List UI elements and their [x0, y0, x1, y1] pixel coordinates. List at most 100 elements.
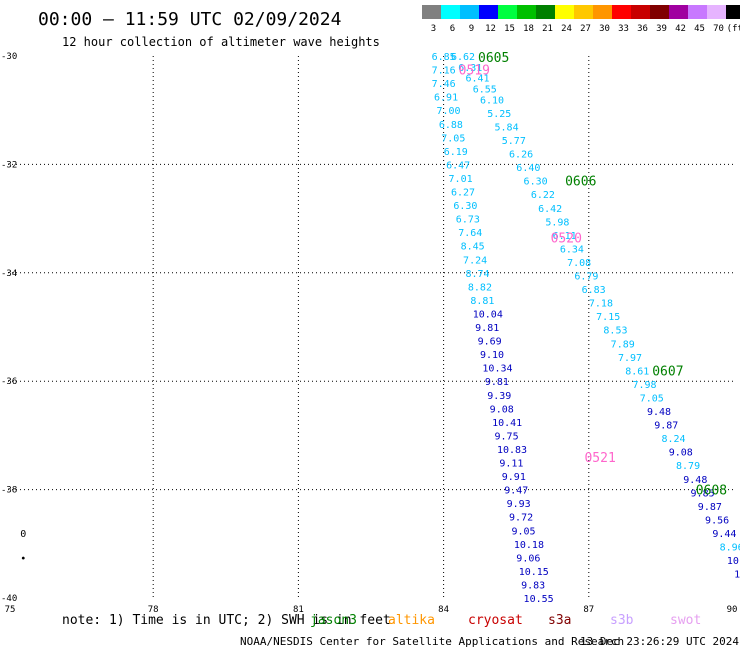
- x-tick-label: 81: [293, 605, 304, 615]
- y-tick-label: -30: [1, 52, 17, 62]
- wave-height-label: 6.91: [434, 93, 458, 104]
- wave-height-label: 6.11: [553, 231, 577, 242]
- legend-label: 33: [618, 24, 629, 34]
- legend-swatch: [441, 5, 460, 19]
- legend-swatch: [631, 5, 650, 19]
- legend-label: 3: [431, 24, 436, 34]
- pass-number-label: 0605: [478, 51, 509, 66]
- wave-height-label: 6.85: [432, 52, 456, 63]
- y-axis-ticks: -30 -32 -34 -36 -38 -40: [1, 52, 17, 604]
- legend-swatch: [593, 5, 612, 19]
- wave-height-label: 5.77: [502, 136, 526, 147]
- legend-label: 30: [599, 24, 610, 34]
- chart-subtitle: 12 hour collection of altimeter wave hei…: [62, 35, 380, 49]
- grid-lines: [8, 56, 734, 598]
- x-tick-label: 87: [583, 605, 594, 615]
- wave-height-label: 7.98: [632, 380, 656, 391]
- wave-height-label: 8.82: [468, 282, 492, 293]
- wave-height-label: 9.11: [499, 459, 523, 470]
- wave-height-label: 10.55: [524, 594, 554, 605]
- x-tick-label: 78: [148, 605, 159, 615]
- legend-swatch: [517, 5, 536, 19]
- wave-height-label: 10.41: [492, 418, 522, 429]
- wave-height-label: 6.62: [451, 52, 475, 63]
- legend-swatch: [498, 5, 517, 19]
- pass-number-label: 0520: [551, 232, 582, 247]
- wave-height-label: 6.27: [451, 188, 475, 199]
- wave-height-label: 8.24: [662, 434, 686, 445]
- wave-height-label: 10.04: [473, 309, 503, 320]
- wave-height-label: 7.08: [567, 258, 591, 269]
- legend-label: 18: [523, 24, 534, 34]
- legend-swatch: [650, 5, 669, 19]
- y-tick-label: -34: [1, 269, 17, 279]
- satellite-name: altika: [388, 613, 435, 628]
- wave-height-label: 6.22: [531, 190, 555, 201]
- wave-height-label: 6.73: [456, 215, 480, 226]
- wave-height-label: 9.72: [509, 513, 533, 524]
- wave-height-label: 9.08: [490, 404, 514, 415]
- wave-height-label: 9.56: [705, 515, 729, 526]
- wave-height-label: 9.81: [475, 323, 499, 334]
- wave-height-label: 6.42: [538, 204, 562, 215]
- wave-height-label: 8.81: [470, 296, 494, 307]
- wave-height-label: 8.45: [461, 242, 485, 253]
- satellite-legend: jason3 altika cryosat s3a s3b swot: [310, 613, 701, 628]
- wave-height-label: •: [20, 553, 26, 564]
- wave-height-label: 6.88: [439, 120, 463, 131]
- legend-label: 27: [580, 24, 591, 34]
- footer-credit: NOAA/NESDIS Center for Satellite Applica…: [240, 635, 624, 648]
- wave-height-label: 9.83: [521, 580, 545, 591]
- legend-label: 24: [561, 24, 572, 34]
- legend-label: 39: [656, 24, 667, 34]
- wave-height-label: 7.64: [458, 228, 482, 239]
- wave-height-label: 11.30: [734, 570, 740, 581]
- wave-height-label: 9.10: [480, 350, 504, 361]
- wave-height-label: 6.83: [582, 285, 606, 296]
- pass-number-label: 0521: [584, 451, 615, 466]
- legend-swatch: [555, 5, 574, 19]
- satellite-name: swot: [670, 613, 701, 628]
- pass-number-label: 0608: [696, 484, 727, 499]
- wave-height-label: 5.98: [545, 217, 569, 228]
- legend-swatch: [669, 5, 688, 19]
- wave-height-label: 6.79: [574, 272, 598, 283]
- legend-swatch: [612, 5, 631, 19]
- x-axis-ticks: 75 78 81 84 87 90: [5, 605, 738, 615]
- wave-height-label: 6.40: [516, 163, 540, 174]
- wave-height-label: 9.69: [478, 337, 502, 348]
- wave-height-label: 6.47: [446, 160, 470, 171]
- plot-area: 75 78 81 84 87 90 -30 -32 -34 -36 -38 -40 0 • 6.85 7.…: [1, 51, 740, 615]
- wave-height-label: 9.48: [647, 407, 671, 418]
- legend-swatch: [422, 5, 441, 19]
- y-tick-label: -40: [1, 594, 17, 604]
- wave-height-label: 9.44: [712, 529, 736, 540]
- legend-label: 45: [694, 24, 705, 34]
- wave-height-label: 7.01: [449, 174, 473, 185]
- wave-height-label: 0: [20, 529, 26, 540]
- legend-label: 36: [637, 24, 648, 34]
- note-text: note: 1) Time is in UTC; 2) SWH is in fe…: [62, 613, 391, 628]
- wave-height-label: 6.55: [473, 85, 497, 96]
- wave-height-label: 10.31: [727, 556, 740, 567]
- wave-height-label: 10.34: [482, 364, 512, 375]
- legend-label: 12: [485, 24, 496, 34]
- wave-height-label: 9.75: [495, 431, 519, 442]
- legend-label: 70: [713, 24, 724, 34]
- wave-height-label: 9.81: [485, 377, 509, 388]
- satellite-name: cryosat: [468, 613, 523, 628]
- wave-height-label: 9.08: [669, 448, 693, 459]
- pass-number-label: 0519: [459, 64, 490, 79]
- wave-height-label: 9.85: [691, 488, 715, 499]
- wave-height-label: 8.74: [465, 269, 489, 280]
- wave-height-label: 6.30: [453, 201, 477, 212]
- legend-swatch: [726, 5, 740, 19]
- wave-height-label: 5.25: [487, 109, 511, 120]
- legend-label: 15: [504, 24, 515, 34]
- chart-title: 00:00 – 11:59 UTC 02/09/2024: [38, 9, 341, 30]
- wave-height-label: 7.16: [432, 66, 456, 77]
- legend-swatch: [536, 5, 555, 19]
